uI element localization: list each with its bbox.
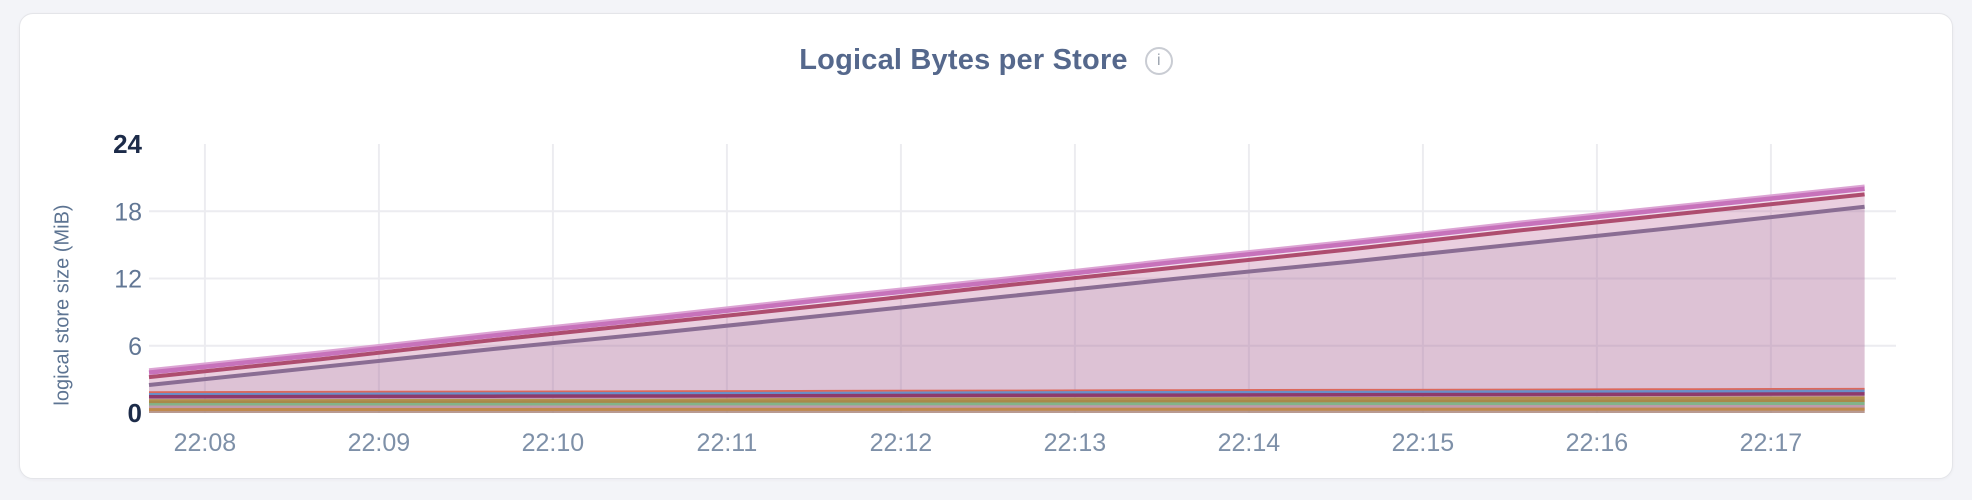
series-area-1 [149,194,1865,413]
x-tick-label: 22:15 [1392,429,1455,457]
info-icon-glyph: i [1156,51,1161,69]
y-tick-label: 24 [113,129,142,159]
x-tick-label: 22:10 [522,429,585,457]
chart-header: Logical Bytes per Store i [20,44,1952,77]
y-tick-label: 18 [114,198,142,226]
y-tick-label: 12 [114,266,142,294]
series-area-0 [149,206,1865,413]
series-line-7 [148,396,1865,403]
y-tick-label: 0 [128,398,142,428]
x-tick-label: 22:09 [348,429,411,457]
series-line-4 [148,387,1865,394]
x-tick-label: 22:12 [870,429,933,457]
series-line-3 [148,186,1865,375]
series-area-3 [149,188,1865,413]
chart-card: Logical Bytes per Store i logical store … [19,13,1953,479]
chart-title: Logical Bytes per Store [799,44,1128,76]
x-tick-label: 22:16 [1566,429,1629,457]
x-tick-label: 22:08 [174,429,237,457]
chart-plot: 22:08 22:09 22:10 22:11 22:12 22:13 22:14 22:15… [113,129,1896,457]
series-line-2 [148,184,1865,372]
y-axis-ticks: 0 6 12 18 24 [113,129,142,428]
series-line-11 [148,407,1865,412]
series-line-6 [148,392,1865,399]
y-tick-label: 6 [128,333,142,361]
x-tick-label: 22:11 [697,429,758,457]
series-line-8 [148,399,1865,404]
x-tick-label: 22:13 [1044,429,1107,457]
series-line-5 [148,389,1865,396]
x-tick-label: 22:14 [1218,429,1281,457]
series-line-1 [148,192,1865,380]
x-tick-label: 22:17 [1740,429,1803,457]
info-icon[interactable]: i [1144,46,1173,75]
series-line-10 [148,405,1865,409]
series-line-9 [148,402,1865,407]
x-axis-ticks: 22:08 22:09 22:10 22:11 22:12 22:13 22:14 22:15… [174,429,1803,457]
series-line-0 [148,204,1865,387]
series-area-2 [149,186,1865,413]
series-lines [148,184,1865,413]
